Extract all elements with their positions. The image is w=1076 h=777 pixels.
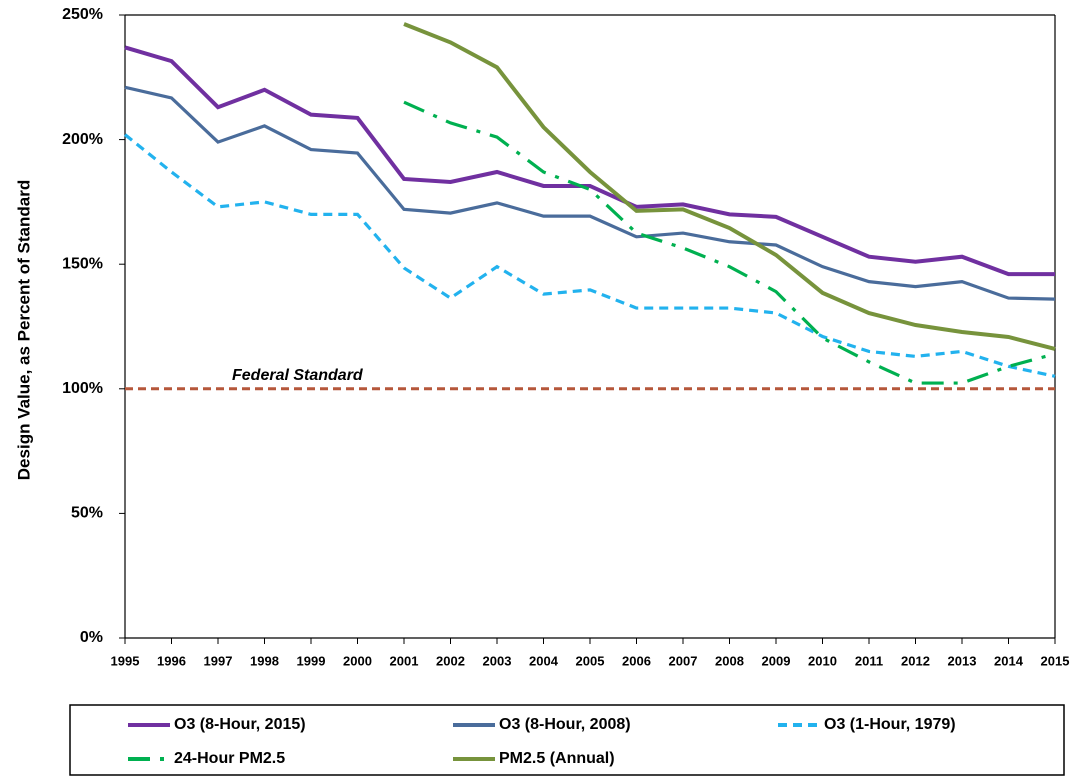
legend-box [69, 704, 1065, 776]
y-tick-label: 150% [62, 255, 103, 272]
legend-label: PM2.5 (Annual) [499, 750, 615, 767]
series-line [124, 85, 1056, 301]
x-tick-label: 2013 [948, 653, 977, 668]
x-tick-label: 1998 [250, 653, 279, 668]
x-tick-label: 2008 [715, 653, 744, 668]
legend-label: O3 (1-Hour, 1979) [824, 716, 956, 733]
series-line [403, 100, 1056, 385]
y-tick-label: 0% [80, 629, 103, 646]
legend-label: 24-Hour PM2.5 [174, 750, 285, 767]
x-tick-label: 2006 [622, 653, 651, 668]
legend-label: O3 (8-Hour, 2015) [174, 716, 306, 733]
y-tick-label: 250% [62, 6, 103, 23]
x-tick-label: 2005 [576, 653, 605, 668]
series-line [124, 45, 1055, 277]
x-tick-label: 2009 [762, 653, 791, 668]
x-tick-label: 2001 [390, 653, 419, 668]
x-tick-label: 2002 [436, 653, 465, 668]
y-axis-label: Design Value, as Percent of Standard [14, 180, 33, 480]
x-tick-label: 1996 [157, 653, 186, 668]
reference-label: Federal Standard [232, 367, 364, 384]
x-tick-label: 1995 [111, 653, 140, 668]
x-tick-label: 1997 [204, 653, 233, 668]
y-tick-label: 200% [62, 131, 103, 148]
x-tick-label: 2000 [343, 653, 372, 668]
series-line [123, 133, 1056, 378]
legend-label: O3 (8-Hour, 2008) [499, 716, 631, 733]
x-tick-label: 2012 [901, 653, 930, 668]
series-line [403, 22, 1056, 351]
x-tick-label: 2004 [529, 653, 559, 668]
x-tick-label: 2007 [669, 653, 698, 668]
y-tick-label: 50% [71, 505, 103, 522]
x-tick-label: 2014 [994, 653, 1024, 668]
x-tick-label: 2015 [1041, 653, 1070, 668]
y-tick-label: 100% [62, 380, 103, 397]
x-tick-label: 2003 [483, 653, 512, 668]
x-tick-label: 1999 [297, 653, 326, 668]
x-tick-label: 2011 [855, 653, 883, 668]
x-tick-label: 2010 [808, 653, 837, 668]
